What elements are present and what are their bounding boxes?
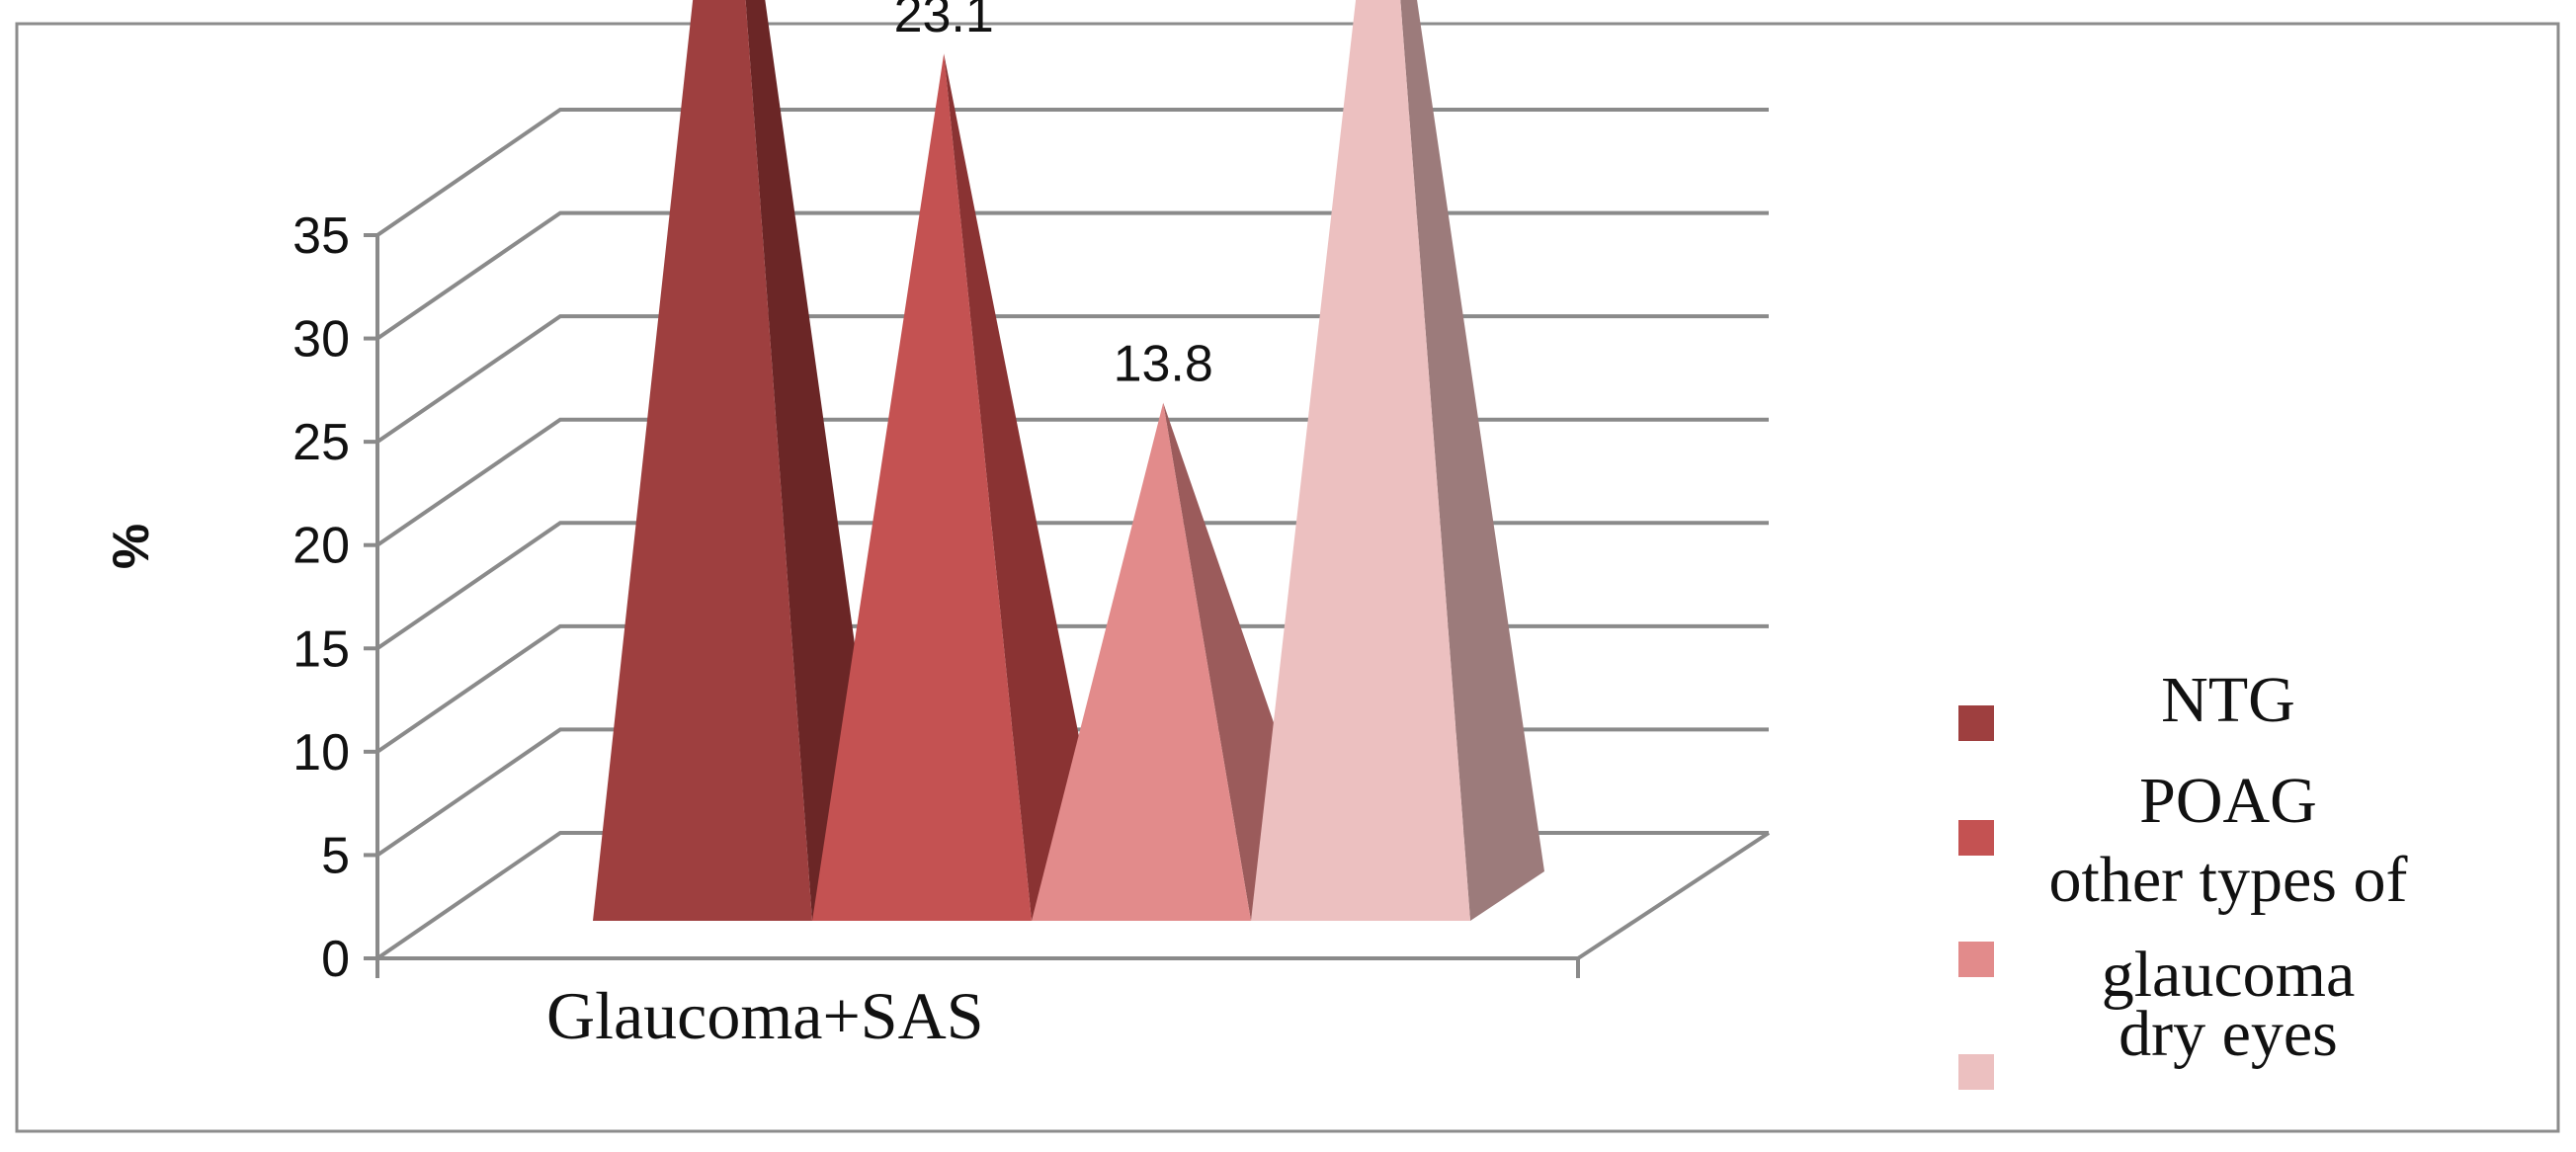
legend-item: NTG (1958, 664, 2295, 741)
pyramid-bar (812, 53, 1032, 921)
chart-frame (15, 22, 2560, 1133)
y-tick-label: 35 (292, 207, 350, 265)
pyramid-side (944, 53, 1106, 921)
pyramid-side (1400, 0, 1544, 921)
y-tick-label: 15 (292, 620, 350, 678)
y-axis-title: % (103, 524, 160, 569)
floor-edge (1576, 831, 1771, 960)
legend-item: other types of glaucoma (1958, 844, 2407, 1011)
y-tick-labels: 0 5 10 15 20 25 30 35 (292, 207, 350, 988)
pyramid-bar (593, 0, 812, 921)
legend-swatch (1958, 1054, 1994, 1090)
legend-label: other types of (2049, 844, 2408, 916)
axis-layer (364, 233, 1580, 978)
y-tick-label: 25 (292, 414, 350, 471)
data-label: 13.8 (1114, 336, 1213, 393)
legend-item: dry eyes (1958, 998, 2338, 1090)
legend-label: glaucoma (2102, 939, 2356, 1011)
data-labels: 32.323.113.830.8 (894, 0, 1213, 393)
y-tick-label: 10 (292, 724, 350, 782)
pyramid-layer (593, 0, 1544, 922)
pyramid-bar (1032, 402, 1251, 922)
y-tick-label: 30 (292, 311, 350, 369)
legend-label: dry eyes (2119, 998, 2338, 1070)
legend-swatch (1958, 705, 1994, 741)
y-tick-label: 20 (292, 518, 350, 575)
legend-label: POAG (2139, 765, 2317, 837)
y-tick-label: 5 (321, 827, 350, 884)
legend-swatch (1958, 820, 1994, 856)
pyramid-bar (1251, 0, 1470, 921)
x-category-label: Glaucoma+SAS (546, 978, 984, 1053)
legend-item: POAG (1958, 765, 2317, 856)
legend-label: NTG (2161, 664, 2295, 736)
data-label: 23.1 (894, 0, 994, 43)
y-tick-label: 0 (321, 931, 350, 988)
legend-swatch (1958, 942, 1994, 977)
